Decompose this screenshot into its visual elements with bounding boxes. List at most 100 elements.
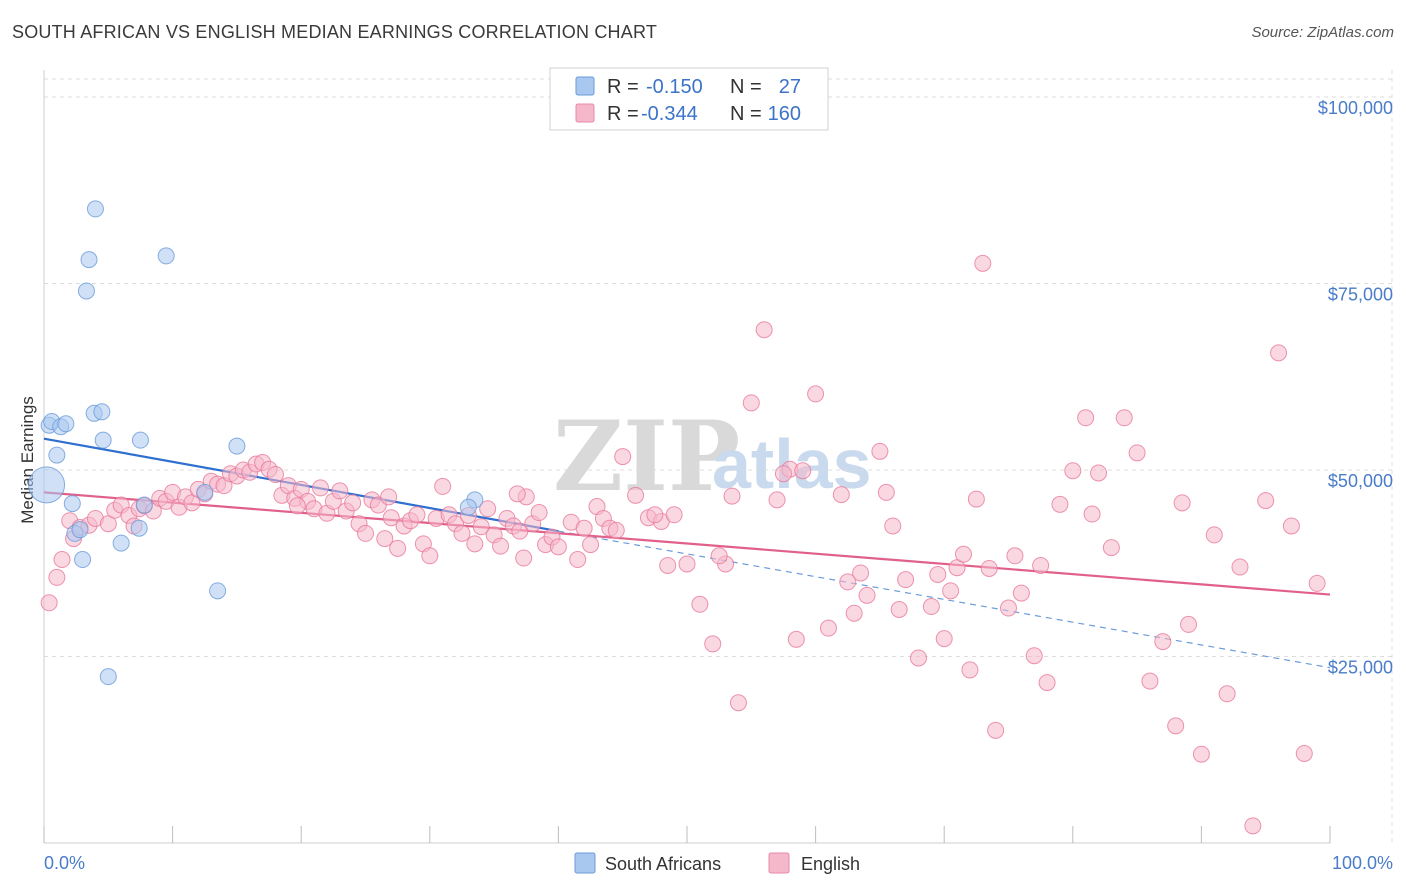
english-point bbox=[511, 522, 529, 540]
english-point bbox=[710, 547, 728, 565]
south-african-point bbox=[80, 251, 98, 269]
watermark-zip: ZIP bbox=[553, 400, 740, 513]
legend-swatch-south-africans bbox=[575, 76, 595, 96]
english-point bbox=[453, 524, 471, 542]
trendline-english bbox=[43, 491, 1331, 596]
english-point bbox=[1167, 717, 1185, 735]
legend-r-value-english: -0.344 bbox=[641, 103, 698, 125]
y-axis-title: Median Earnings bbox=[18, 396, 37, 524]
south-african-point bbox=[209, 582, 227, 600]
english-point bbox=[980, 559, 998, 577]
english-point bbox=[665, 506, 683, 524]
english-point bbox=[357, 524, 374, 542]
y-tick-label: $100,000 bbox=[1318, 98, 1393, 118]
english-point bbox=[1257, 492, 1275, 510]
english-point bbox=[832, 486, 850, 504]
chart-title: SOUTH AFRICAN VS ENGLISH MEDIAN EARNINGS… bbox=[12, 22, 658, 42]
english-point bbox=[871, 442, 889, 460]
south-african-point bbox=[71, 521, 89, 539]
english-point bbox=[266, 465, 284, 483]
english-point bbox=[408, 506, 426, 524]
english-point bbox=[1270, 344, 1288, 362]
south-african-point bbox=[99, 668, 117, 686]
english-point bbox=[877, 483, 895, 501]
english-point bbox=[884, 517, 902, 535]
south-african-point bbox=[112, 534, 130, 552]
english-point bbox=[1282, 517, 1300, 535]
english-point bbox=[627, 486, 645, 504]
english-point bbox=[40, 594, 58, 612]
english-point bbox=[607, 521, 625, 539]
english-point bbox=[288, 497, 306, 515]
top-legend: R = -0.150 N = 27 R = -0.344 N = 160 bbox=[549, 67, 829, 131]
x-tick-label-end: 100.0% bbox=[1332, 853, 1393, 873]
x-tick-label-start: 0.0% bbox=[44, 853, 85, 873]
trendline-south-africans-extrapolated bbox=[558, 530, 1331, 669]
english-point bbox=[1064, 462, 1082, 480]
y-tick-label: $50,000 bbox=[1328, 471, 1393, 491]
english-point bbox=[922, 598, 940, 616]
english-point bbox=[515, 549, 533, 567]
english-point bbox=[434, 477, 452, 495]
south-african-point bbox=[94, 431, 112, 449]
english-point bbox=[845, 604, 863, 622]
english-point bbox=[1128, 444, 1146, 462]
english-point bbox=[742, 394, 760, 412]
english-point bbox=[794, 462, 812, 480]
bottom-legend: South Africans English bbox=[574, 852, 860, 874]
english-point bbox=[942, 582, 960, 600]
south-african-point bbox=[130, 519, 148, 537]
english-point bbox=[614, 448, 632, 466]
south-african-point bbox=[86, 200, 104, 218]
english-point bbox=[1173, 494, 1191, 512]
english-point bbox=[987, 721, 1005, 739]
english-point bbox=[787, 630, 805, 648]
y-tick-label: $25,000 bbox=[1328, 658, 1393, 678]
legend-box bbox=[549, 67, 829, 131]
south-african-point bbox=[28, 466, 66, 504]
english-point bbox=[1141, 672, 1159, 690]
english-point bbox=[53, 551, 71, 569]
english-point bbox=[1077, 409, 1095, 427]
english-point bbox=[1083, 505, 1101, 523]
english-point bbox=[331, 482, 349, 500]
english-point bbox=[479, 500, 497, 518]
legend-swatch-english bbox=[575, 103, 595, 123]
english-point bbox=[1000, 599, 1017, 617]
english-point bbox=[678, 555, 696, 573]
english-point bbox=[582, 536, 600, 554]
legend-n-label: N = bbox=[730, 76, 762, 98]
legend-r-label: R = bbox=[607, 103, 639, 125]
south-african-point bbox=[228, 437, 246, 455]
english-point bbox=[1025, 647, 1043, 665]
english-point bbox=[1102, 539, 1120, 557]
bottom-legend-south-africans: South Africans bbox=[605, 854, 721, 874]
bottom-legend-swatch-english bbox=[768, 852, 790, 874]
south-african-point bbox=[196, 483, 214, 501]
english-point bbox=[852, 564, 870, 582]
english-point bbox=[421, 547, 439, 565]
english-point bbox=[961, 661, 979, 679]
english-point bbox=[1308, 574, 1326, 592]
english-point bbox=[646, 506, 664, 524]
south-african-point bbox=[157, 247, 175, 265]
english-point bbox=[1231, 558, 1249, 576]
english-point bbox=[1051, 495, 1069, 513]
english-point bbox=[344, 494, 362, 512]
english-point bbox=[935, 630, 953, 648]
english-point bbox=[807, 385, 825, 403]
english-point bbox=[380, 488, 398, 506]
south-african-point bbox=[135, 496, 153, 514]
english-point bbox=[755, 321, 773, 339]
english-point bbox=[311, 479, 329, 497]
english-point bbox=[691, 595, 709, 613]
south-african-point bbox=[77, 282, 95, 300]
english-point bbox=[659, 556, 677, 574]
english-point bbox=[1038, 674, 1056, 692]
english-point bbox=[1032, 556, 1050, 574]
english-point bbox=[890, 601, 908, 619]
english-point bbox=[48, 568, 66, 586]
english-point bbox=[376, 530, 394, 548]
english-point bbox=[492, 537, 510, 555]
english-point bbox=[575, 519, 593, 537]
